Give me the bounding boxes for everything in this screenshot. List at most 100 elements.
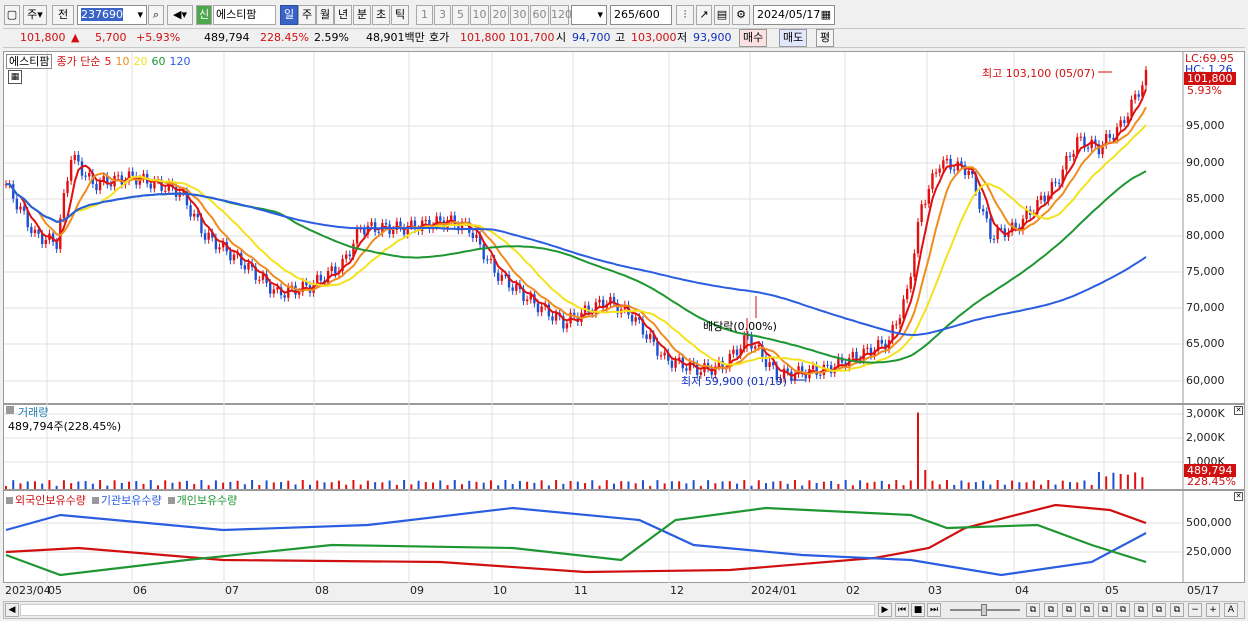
candle-body xyxy=(782,368,786,379)
volume-bar xyxy=(1119,473,1122,489)
interval-button-6[interactable]: 60 xyxy=(530,5,549,25)
candle-body xyxy=(1090,139,1093,149)
candle-body xyxy=(587,305,590,313)
zoom-in-icon[interactable]: + xyxy=(1206,603,1220,617)
eval-button[interactable]: 평 xyxy=(816,29,835,47)
sound-icon[interactable]: ◀▾ xyxy=(167,5,193,25)
market-select[interactable]: 주▾ xyxy=(23,5,47,25)
candle-body xyxy=(95,184,98,191)
prev-button[interactable]: 전 xyxy=(52,5,74,25)
legend-ma-20[interactable]: 20 xyxy=(133,55,148,68)
legend-stock-name[interactable]: 에스티팜 xyxy=(6,54,53,69)
legend-ma-5[interactable]: 5 xyxy=(104,55,112,68)
price-ytick: 80,000 xyxy=(1186,229,1225,242)
candle-body xyxy=(33,229,37,233)
period-tab-4[interactable]: 분 xyxy=(353,5,371,25)
volume-bar xyxy=(1097,472,1100,489)
holding-panel[interactable] xyxy=(3,490,1245,583)
interval-button-2[interactable]: 5 xyxy=(452,5,469,25)
interval-input[interactable]: ▾ xyxy=(571,5,607,25)
draw-tool-icon[interactable]: ↗ xyxy=(696,5,712,25)
tool-icon-3[interactable]: ⧉ xyxy=(1062,603,1076,617)
volume-bar xyxy=(540,480,543,489)
volume-panel-close-icon[interactable]: ✕ xyxy=(1234,406,1243,415)
period-tab-6[interactable]: 틱 xyxy=(391,5,409,25)
period-tab-3[interactable]: 년 xyxy=(334,5,352,25)
tool-icon-1[interactable]: ⧉ xyxy=(1026,603,1040,617)
candle-body xyxy=(399,221,402,228)
volume-panel-menu-icon[interactable] xyxy=(6,406,14,414)
zoom-out-icon[interactable]: − xyxy=(1188,603,1202,617)
candle-body xyxy=(355,228,359,244)
scroll-track[interactable] xyxy=(20,604,875,616)
date-input[interactable]: 2024/05/17 ▦ xyxy=(753,5,835,25)
interval-button-0[interactable]: 1 xyxy=(416,5,433,25)
candle-body xyxy=(504,274,507,276)
volume-panel[interactable] xyxy=(3,404,1245,490)
interval-button-1[interactable]: 3 xyxy=(434,5,451,25)
chart-menu-icon[interactable]: ▢ xyxy=(4,5,20,25)
candle-body xyxy=(80,161,84,176)
calculator-icon[interactable]: ▦ xyxy=(8,70,22,84)
tool-icon-7[interactable]: ⧉ xyxy=(1134,603,1148,617)
buy-button[interactable]: 매수 xyxy=(739,29,768,47)
candle-body xyxy=(1130,99,1133,117)
volume-bar xyxy=(323,482,326,489)
tool-icon-6[interactable]: ⧉ xyxy=(1116,603,1130,617)
interval-button-5[interactable]: 30 xyxy=(510,5,529,25)
stop-icon[interactable]: ■ xyxy=(911,603,925,617)
candle-body xyxy=(601,299,605,308)
count-input[interactable]: 265/600 xyxy=(610,5,672,25)
legend-ma-10[interactable]: 10 xyxy=(115,55,130,68)
interval-button-7[interactable]: 120 xyxy=(550,5,572,25)
interval-button-3[interactable]: 10 xyxy=(470,5,489,25)
legend-ma-60[interactable]: 60 xyxy=(151,55,166,68)
candle-body xyxy=(301,281,304,293)
candle-body xyxy=(348,254,352,257)
candle-body xyxy=(876,340,880,351)
quote-low: 93,900 xyxy=(693,31,732,44)
tool-icon-5[interactable]: ⧉ xyxy=(1098,603,1112,617)
period-tab-2[interactable]: 월 xyxy=(316,5,334,25)
period-tab-0[interactable]: 일 xyxy=(280,5,298,25)
zoom-slider-handle[interactable] xyxy=(981,604,987,616)
candle-body xyxy=(243,265,247,270)
gear-icon[interactable]: ⚙ xyxy=(732,5,750,25)
holding-panel-close-icon[interactable]: ✕ xyxy=(1234,492,1243,501)
scroll-left-icon[interactable]: ◀ xyxy=(5,603,19,617)
candle-body xyxy=(1072,153,1075,157)
tool-icon-9[interactable]: ⧉ xyxy=(1170,603,1184,617)
last-page-icon[interactable]: ⏭ xyxy=(927,603,941,617)
stock-name[interactable]: 에스티팜 xyxy=(213,5,276,25)
code-input[interactable]: 237690 ▾ xyxy=(77,5,147,25)
auto-scale-icon[interactable]: A xyxy=(1224,603,1238,617)
candle-type-icon[interactable]: ⫶ xyxy=(676,5,694,25)
first-page-icon[interactable]: ⏮ xyxy=(895,603,909,617)
tool-icon-8[interactable]: ⧉ xyxy=(1152,603,1166,617)
volume-bar xyxy=(707,480,710,489)
candle-body xyxy=(305,281,308,286)
candle-body xyxy=(1003,228,1007,237)
volume-bar xyxy=(750,485,753,489)
tool-icon-2[interactable]: ⧉ xyxy=(1044,603,1058,617)
candle-body xyxy=(967,170,970,176)
quote-volume: 489,794 xyxy=(204,31,250,44)
holding-legend-item-1[interactable]: 기관보유수량 xyxy=(91,494,162,507)
legend-ma-120[interactable]: 120 xyxy=(169,55,191,68)
tool-icon-4[interactable]: ⧉ xyxy=(1080,603,1094,617)
date-value: 2024/05/17 xyxy=(757,8,821,21)
holding-legend-item-2[interactable]: 개인보유수량 xyxy=(167,494,237,507)
save-icon[interactable]: ▤ xyxy=(714,5,730,25)
candle-body xyxy=(819,374,822,376)
period-tab-1[interactable]: 주 xyxy=(298,5,316,25)
price-ytick: 60,000 xyxy=(1186,374,1225,387)
interval-button-4[interactable]: 20 xyxy=(490,5,509,25)
holding-legend-item-0[interactable]: 외국인보유수량 xyxy=(6,494,86,507)
sell-button[interactable]: 매도 xyxy=(779,29,808,47)
candle-body xyxy=(366,225,370,235)
candle-body xyxy=(1123,120,1126,123)
search-icon[interactable]: ⌕ xyxy=(148,5,164,25)
volume-bar xyxy=(1003,484,1006,489)
scroll-right-icon[interactable]: ▶ xyxy=(878,603,892,617)
period-tab-5[interactable]: 초 xyxy=(372,5,390,25)
